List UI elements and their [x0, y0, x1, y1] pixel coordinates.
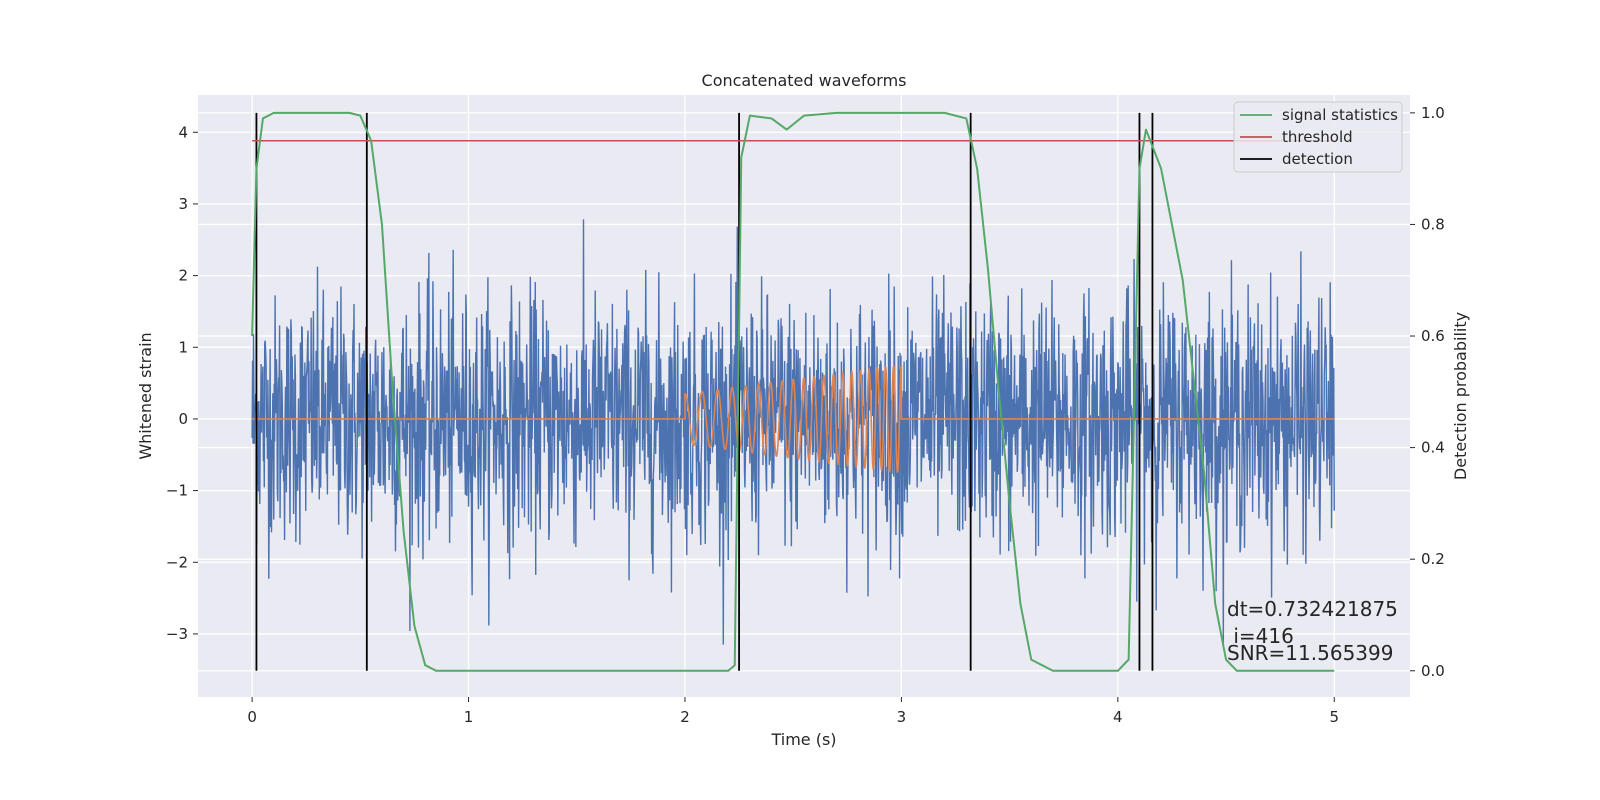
y2-tick-label: 0.4: [1421, 439, 1445, 457]
x-tick-label: 4: [1113, 708, 1123, 726]
y-tick-label: −2: [166, 553, 188, 571]
y2-tick-label: 0.2: [1421, 550, 1445, 568]
y-tick-label: 4: [178, 123, 188, 141]
axes: 0 1 2 3 4 5 −3 −2 −1 0 1 2 3 4 0.0 0.2 0.4 0.6 0.8 1.0: [166, 104, 1445, 726]
y-tick-label: −1: [166, 482, 188, 500]
x-tick-label: 3: [897, 708, 907, 726]
legend-box: [1233, 101, 1403, 173]
y2-axis-label: Detection probability: [1451, 312, 1470, 480]
x-tick-label: 2: [680, 708, 690, 726]
legend: signal statistics threshold detection: [1233, 101, 1403, 173]
legend-label-detection: detection: [1282, 150, 1353, 168]
y-tick-label: −3: [166, 625, 188, 643]
y-tick-label: 1: [178, 338, 188, 356]
legend-label-signal-statistics: signal statistics: [1282, 106, 1398, 124]
y-tick-label: 2: [178, 267, 188, 285]
x-axis-label: Time (s): [770, 730, 836, 749]
x-tick-label: 1: [464, 708, 474, 726]
y2-tick-label: 1.0: [1421, 104, 1445, 122]
y2-tick-label: 0.6: [1421, 327, 1445, 345]
y2-tick-label: 0.8: [1421, 215, 1445, 233]
annotations: dt=0.732421875 i=416 SNR=11.565399: [1227, 597, 1398, 665]
legend-label-threshold: threshold: [1282, 128, 1353, 146]
series-signal-statistics: [251, 111, 1335, 672]
series-injected-waveform: [252, 364, 1335, 473]
x-tick-label: 5: [1329, 708, 1339, 726]
series-whitened-strain: [251, 219, 1335, 645]
x-tick-label: 0: [247, 708, 257, 726]
y2-tick-label: 0.0: [1421, 662, 1445, 680]
annotation-dt: dt=0.732421875: [1227, 597, 1398, 621]
annotation-snr: SNR=11.565399: [1227, 641, 1393, 665]
y-axis-label: Whitened strain: [136, 332, 155, 459]
series-layer: [251, 111, 1335, 672]
annotation-index: i=416: [1227, 624, 1294, 648]
y-tick-label: 3: [178, 195, 188, 213]
y-tick-label: 0: [178, 410, 188, 428]
chart-title: Concatenated waveforms: [702, 71, 907, 90]
